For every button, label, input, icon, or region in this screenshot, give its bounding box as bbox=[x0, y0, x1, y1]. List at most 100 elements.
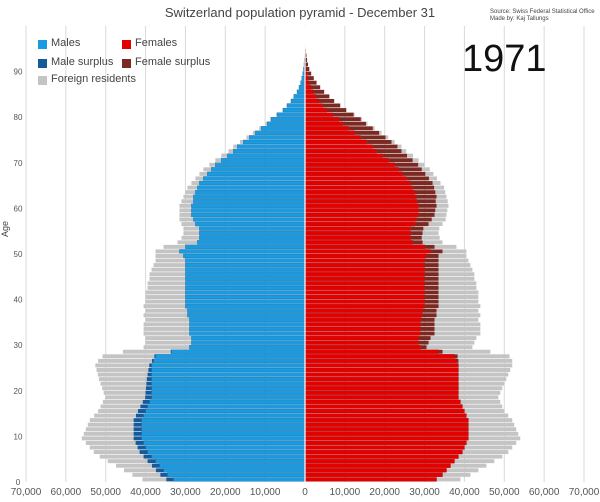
foreign-bar-male bbox=[97, 372, 148, 377]
y-tick-label: 50 bbox=[14, 250, 23, 259]
female-surplus-bar bbox=[418, 208, 436, 213]
female-bar bbox=[304, 199, 417, 204]
foreign-bar-male bbox=[105, 395, 146, 400]
foreign-bar-female bbox=[458, 381, 505, 386]
female-surplus-bar bbox=[348, 126, 373, 131]
x-tick-label: 40,000 bbox=[130, 487, 161, 498]
foreign-bar-male bbox=[179, 208, 192, 213]
foreign-bar-male bbox=[179, 217, 194, 222]
legend-label-male-surplus: Male surplus bbox=[51, 56, 114, 68]
foreign-bar-male bbox=[124, 468, 156, 473]
male-bar bbox=[185, 294, 306, 300]
foreign-bar-female bbox=[430, 336, 477, 341]
female-bar bbox=[304, 372, 459, 377]
foreign-bar-female bbox=[434, 331, 481, 336]
foreign-bar-female bbox=[466, 413, 509, 418]
male-bar bbox=[286, 103, 306, 108]
y-tick-label: 60 bbox=[14, 204, 23, 213]
foreign-bar-male bbox=[185, 190, 196, 195]
female-bar bbox=[304, 203, 419, 208]
foreign-bar-female bbox=[438, 258, 469, 263]
foreign-bar-female bbox=[435, 199, 448, 204]
female-surplus-bar bbox=[326, 108, 347, 113]
male-bar bbox=[179, 249, 306, 254]
female-bar bbox=[304, 253, 427, 259]
foreign-bar-male bbox=[269, 117, 272, 122]
foreign-bar-male bbox=[179, 203, 192, 208]
foreign-bar-male bbox=[145, 299, 186, 304]
x-tick-label: 0 bbox=[302, 487, 308, 498]
y-tick-label: 70 bbox=[14, 159, 23, 168]
male-bar bbox=[195, 221, 306, 227]
y-tick-label: 40 bbox=[14, 296, 23, 305]
foreign-bar-male bbox=[98, 409, 138, 413]
source-line: Source: Swiss Federal Statistical Office bbox=[490, 9, 595, 15]
foreign-bar-female bbox=[421, 235, 440, 240]
male-surplus-bar bbox=[145, 390, 152, 395]
female-bar bbox=[304, 130, 355, 135]
female-bar bbox=[304, 94, 317, 99]
female-bar bbox=[304, 162, 395, 167]
female-bar bbox=[304, 158, 389, 163]
female-bar bbox=[304, 299, 425, 304]
female-surplus-bar bbox=[322, 103, 341, 108]
foreign-bar-male bbox=[122, 349, 171, 354]
y-tick-label: 80 bbox=[14, 113, 23, 122]
foreign-bar-female bbox=[438, 290, 479, 295]
foreign-bar-female bbox=[442, 349, 491, 354]
male-bar bbox=[185, 299, 306, 304]
female-surplus-bar bbox=[305, 53, 307, 58]
foreign-bar-male bbox=[199, 171, 208, 176]
foreign-bar-male bbox=[155, 249, 180, 254]
female-bar bbox=[304, 153, 383, 158]
female-bar bbox=[304, 208, 419, 213]
foreign-bar-male bbox=[85, 427, 134, 432]
female-bar bbox=[304, 308, 423, 313]
foreign-bar-female bbox=[438, 267, 473, 272]
foreign-bar-female bbox=[379, 130, 382, 135]
male-bar bbox=[276, 112, 306, 117]
male-bar bbox=[255, 130, 306, 135]
foreign-bar-female bbox=[418, 162, 425, 167]
male-surplus-bar bbox=[137, 409, 146, 413]
male-bar bbox=[215, 162, 306, 167]
male-bar bbox=[147, 449, 306, 455]
male-bar bbox=[266, 121, 306, 126]
female-surplus-bar bbox=[309, 80, 317, 85]
foreign-bar-male bbox=[215, 158, 222, 163]
female-bar bbox=[304, 445, 465, 450]
legend-label-female-surplus: Female surplus bbox=[135, 56, 211, 68]
female-bar bbox=[304, 313, 423, 318]
foreign-bar-female bbox=[458, 372, 509, 377]
female-bar bbox=[304, 185, 413, 190]
female-bar bbox=[304, 404, 463, 409]
foreign-bar-male bbox=[187, 185, 198, 190]
x-tick-label: 20,000 bbox=[210, 487, 241, 498]
legend-label-foreign-residents: Foreign residents bbox=[51, 73, 136, 85]
foreign-bar-male bbox=[183, 231, 200, 236]
male-bar bbox=[193, 217, 306, 222]
foreign-bar-male bbox=[209, 162, 216, 167]
female-bar bbox=[304, 103, 324, 108]
female-surplus-bar bbox=[316, 94, 330, 99]
male-surplus-bar bbox=[154, 354, 156, 359]
foreign-bar-female bbox=[428, 176, 437, 181]
male-surplus-bar bbox=[139, 450, 148, 455]
foreign-bar-female bbox=[460, 399, 501, 404]
female-bar bbox=[304, 345, 421, 350]
x-tick-label: 70,000 bbox=[569, 487, 600, 498]
male-surplus-bar bbox=[133, 422, 142, 427]
foreign-bar-male bbox=[142, 477, 167, 482]
foreign-bar-female bbox=[457, 354, 510, 359]
foreign-bar-female bbox=[466, 440, 517, 445]
foreign-bar-male bbox=[100, 381, 147, 386]
male-bar bbox=[197, 185, 306, 190]
female-surplus-bar bbox=[305, 57, 308, 62]
female-surplus-bar bbox=[416, 199, 436, 204]
female-bar bbox=[304, 144, 373, 149]
x-tick-label: 50,000 bbox=[90, 487, 121, 498]
foreign-bar-female bbox=[422, 240, 443, 245]
foreign-bar-male bbox=[145, 290, 186, 295]
